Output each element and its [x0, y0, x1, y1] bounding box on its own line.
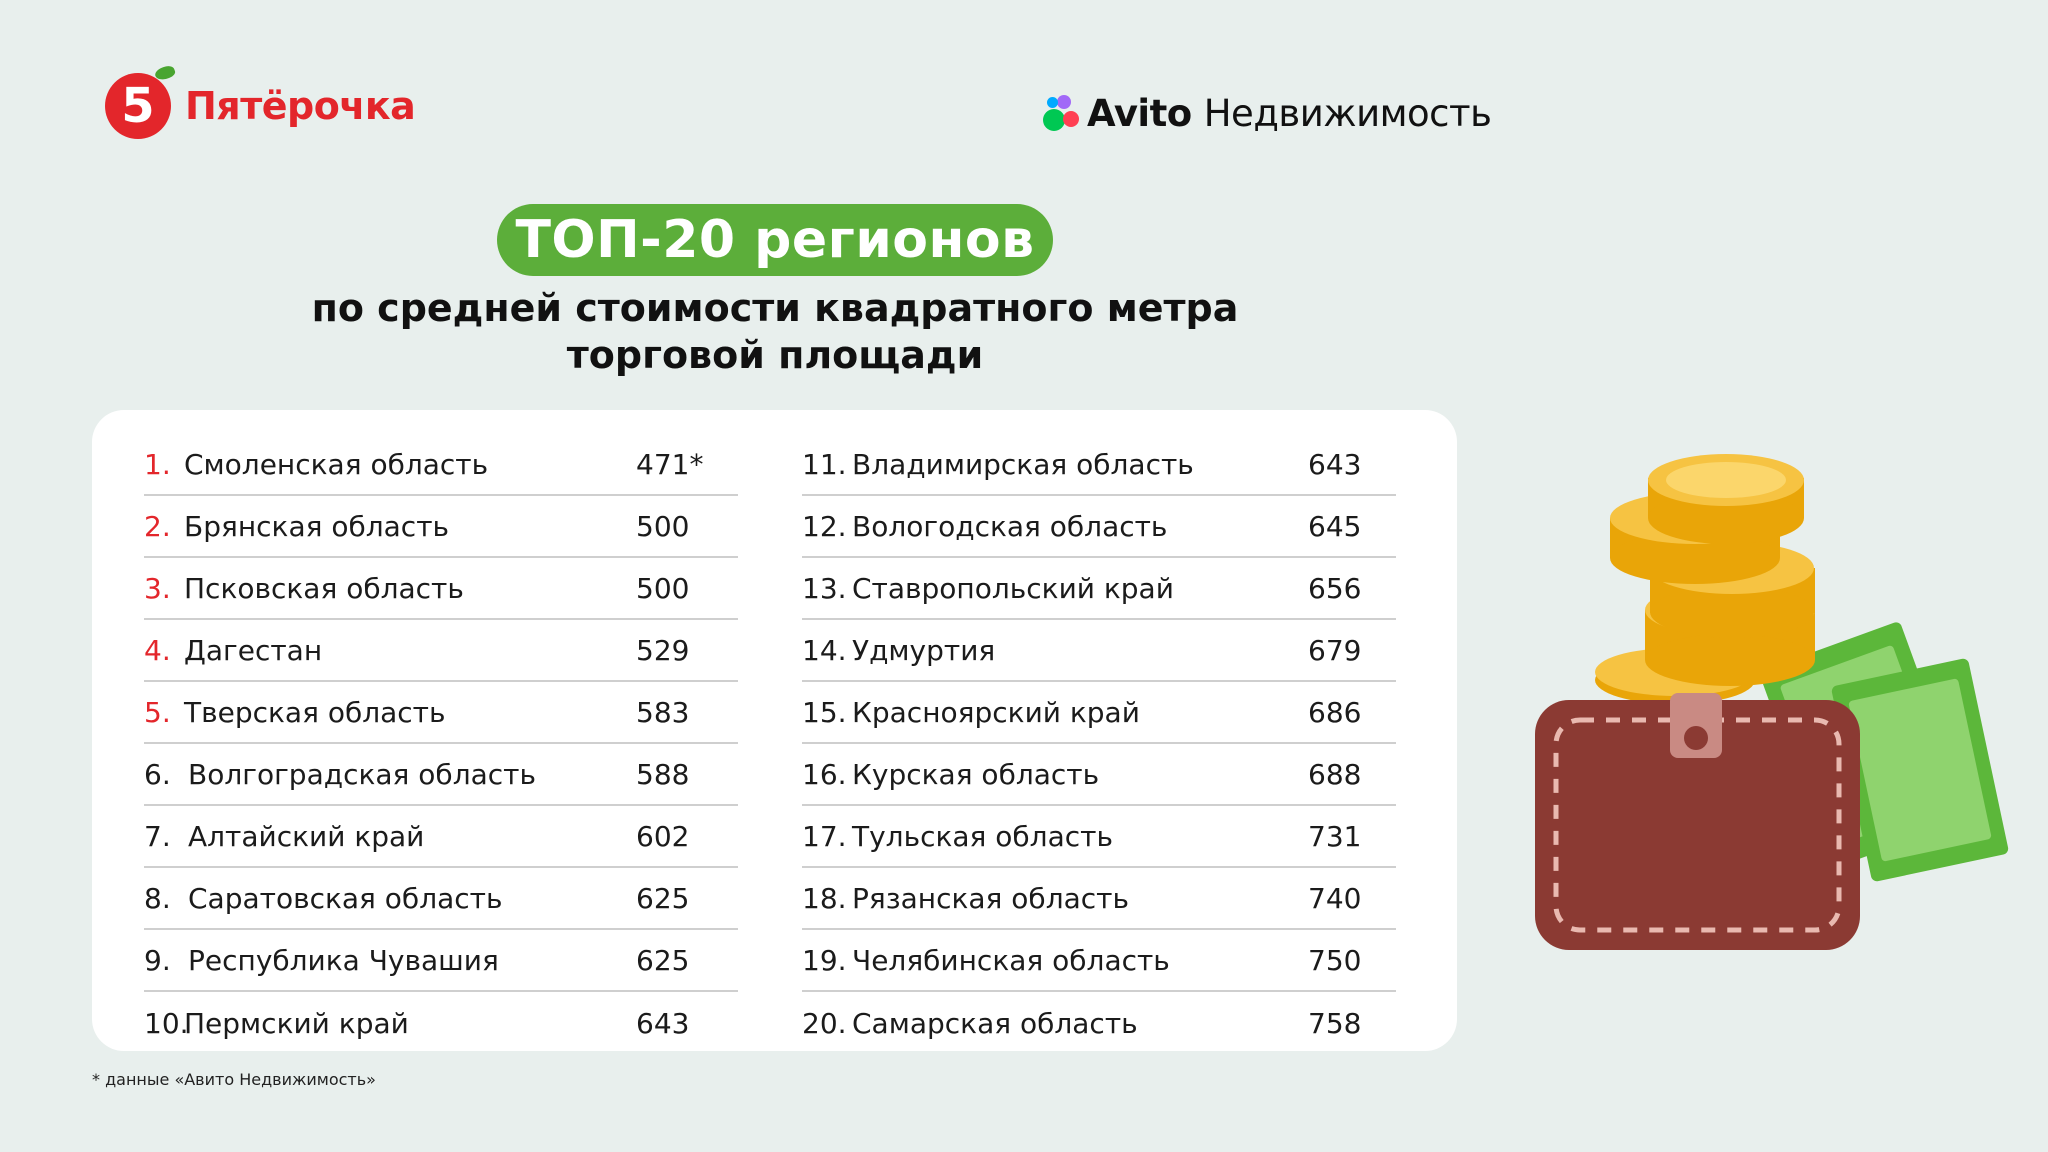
wallet-icon	[1535, 693, 1860, 950]
region-name: Удмуртия	[852, 633, 996, 667]
ranking-row: 2. Брянская область 500	[144, 496, 738, 558]
subtitle: по средней стоимости квадратного метра т…	[230, 285, 1320, 379]
price-value: 679	[1308, 633, 1362, 667]
region-name: Саратовская область	[188, 881, 503, 915]
region-name: Псковская область	[184, 571, 464, 605]
price-value: 643	[1308, 447, 1362, 481]
rank-number: 3.	[144, 571, 171, 605]
price-value: 758	[1308, 1006, 1362, 1040]
region-name: Пермский край	[184, 1006, 409, 1040]
rank-number: 11.	[802, 447, 847, 481]
price-value: 529	[636, 633, 690, 667]
ranking-row: 14. Удмуртия 679	[802, 620, 1396, 682]
title-pill: ТОП-20 регионов	[497, 204, 1053, 276]
rank-number: 18.	[802, 881, 847, 915]
rank-number: 10.	[144, 1006, 189, 1040]
region-name: Волгоградская область	[188, 757, 536, 791]
price-value: 731	[1308, 819, 1362, 853]
region-name: Красноярский край	[852, 695, 1140, 729]
footnote: * данные «Авито Недвижимость»	[92, 1070, 376, 1089]
rank-number: 7.	[144, 819, 171, 853]
subtitle-line-1: по средней стоимости квадратного метра	[311, 286, 1239, 330]
ranking-row: 8. Саратовская область 625	[144, 868, 738, 930]
price-value: 656	[1308, 571, 1362, 605]
region-name: Тульская область	[852, 819, 1113, 853]
rank-number: 8.	[144, 881, 171, 915]
region-name: Владимирская область	[852, 447, 1194, 481]
rank-number: 14.	[802, 633, 847, 667]
price-value: 500	[636, 571, 690, 605]
region-name: Рязанская область	[852, 881, 1129, 915]
rank-number: 12.	[802, 509, 847, 543]
price-value: 588	[636, 757, 690, 791]
ranking-row: 1. Смоленская область 471*	[144, 434, 738, 496]
avito-logo: Avito Недвижимость	[1043, 88, 1492, 138]
rank-number: 1.	[144, 447, 171, 481]
ranking-row: 9. Республика Чувашия 625	[144, 930, 738, 992]
region-name: Алтайский край	[188, 819, 425, 853]
ranking-row: 6. Волгоградская область 588	[144, 744, 738, 806]
region-name: Республика Чувашия	[188, 943, 499, 977]
ranking-row: 17. Тульская область 731	[802, 806, 1396, 868]
price-value: 583	[636, 695, 690, 729]
price-value: 740	[1308, 881, 1362, 915]
pyaterochka-wordmark: Пятёрочка	[185, 84, 416, 128]
avito-subbrand: Недвижимость	[1203, 91, 1492, 135]
ranking-row: 15. Красноярский край 686	[802, 682, 1396, 744]
coin-stack-icon	[1595, 454, 1815, 704]
avito-wordmark: Avito	[1087, 91, 1192, 135]
price-value: 750	[1308, 943, 1362, 977]
region-name: Челябинская область	[852, 943, 1170, 977]
subtitle-line-2: торговой площади	[566, 333, 984, 377]
avito-dots-icon	[1043, 93, 1083, 133]
rank-number: 6.	[144, 757, 171, 791]
rank-number: 13.	[802, 571, 847, 605]
ranking-row: 4. Дагестан 529	[144, 620, 738, 682]
price-value: 471*	[636, 447, 704, 481]
rank-number: 2.	[144, 509, 171, 543]
rank-number: 16.	[802, 757, 847, 791]
price-value: 602	[636, 819, 690, 853]
region-name: Вологодская область	[852, 509, 1168, 543]
price-value: 688	[1308, 757, 1362, 791]
ranking-card: 1. Смоленская область 471* 2. Брянская облас…	[92, 410, 1457, 1051]
price-value: 625	[636, 943, 690, 977]
ranking-column-left: 1. Смоленская область 471* 2. Брянская облас…	[144, 434, 738, 1054]
ranking-column-right: 11. Владимирская область 643 12. Вологодская…	[802, 434, 1396, 1054]
rank-number: 19.	[802, 943, 847, 977]
ranking-row: 19. Челябинская область 750	[802, 930, 1396, 992]
rank-number: 15.	[802, 695, 847, 729]
ranking-row: 10. Пермский край 643	[144, 992, 738, 1054]
pyaterochka-badge-icon: 5	[105, 73, 171, 139]
region-name: Тверская область	[184, 695, 446, 729]
ranking-row: 11. Владимирская область 643	[802, 434, 1396, 496]
money-illustration	[1520, 450, 2010, 970]
pyaterochka-digit: 5	[121, 78, 155, 134]
pyaterochka-logo: 5 Пятёрочка	[105, 72, 416, 140]
region-name: Курская область	[852, 757, 1100, 791]
rank-number: 9.	[144, 943, 171, 977]
ranking-row: 13. Ставропольский край 656	[802, 558, 1396, 620]
price-value: 625	[636, 881, 690, 915]
ranking-row: 3. Псковская область 500	[144, 558, 738, 620]
rank-number: 5.	[144, 695, 171, 729]
region-name: Дагестан	[184, 633, 323, 667]
ranking-row: 7. Алтайский край 602	[144, 806, 738, 868]
region-name: Самарская область	[852, 1006, 1138, 1040]
rank-number: 17.	[802, 819, 847, 853]
region-name: Брянская область	[184, 509, 450, 543]
ranking-row: 20. Самарская область 758	[802, 992, 1396, 1054]
ranking-row: 16. Курская область 688	[802, 744, 1396, 806]
price-value: 643	[636, 1006, 690, 1040]
region-name: Смоленская область	[184, 447, 489, 481]
price-value: 686	[1308, 695, 1362, 729]
rank-number: 20.	[802, 1006, 847, 1040]
ranking-row: 18. Рязанская область 740	[802, 868, 1396, 930]
price-value: 645	[1308, 509, 1362, 543]
region-name: Ставропольский край	[852, 571, 1174, 605]
ranking-row: 5. Тверская область 583	[144, 682, 738, 744]
ranking-row: 12. Вологодская область 645	[802, 496, 1396, 558]
price-value: 500	[636, 509, 690, 543]
rank-number: 4.	[144, 633, 171, 667]
